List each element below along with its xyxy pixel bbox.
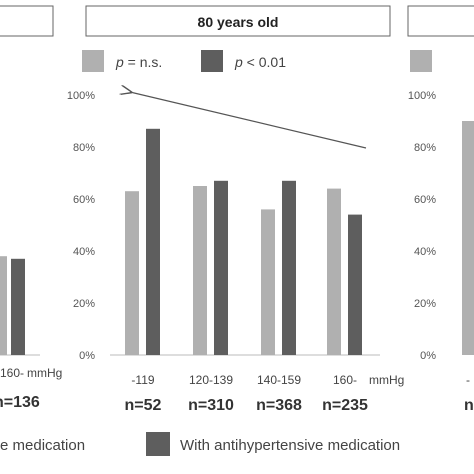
left-unit-label: mmHg [27, 366, 62, 380]
right-y-tick-label: 60% [414, 194, 436, 206]
y-tick-label: 80% [73, 142, 95, 154]
bottom-legend-swatch-with [146, 432, 170, 456]
bar-p-001 [146, 128, 160, 355]
bar-p-ns [193, 186, 207, 355]
x-tick-label: 140-159 [257, 373, 301, 387]
left-n-label: n=136 [0, 394, 40, 411]
bar-p-001 [348, 214, 362, 355]
legend-swatch-ns [82, 50, 104, 72]
n-label: n=310 [188, 397, 234, 414]
left-bar-with [11, 258, 25, 355]
right-title-box [407, 5, 474, 37]
bottom-legend-with-label: With antihypertensive medication [180, 437, 400, 454]
bar-p-ns [125, 191, 139, 355]
x-unit-label: mmHg [369, 373, 404, 387]
x-tick-label: -119 [131, 373, 154, 387]
bottom-legend-without-fragment: e medication [0, 437, 85, 454]
right-y-tick-label: 20% [414, 298, 436, 310]
bar-p-ns [261, 209, 275, 355]
x-tick-label: 160- [333, 373, 357, 387]
y-tick-label: 100% [67, 90, 95, 102]
y-tick-label: 0% [79, 350, 95, 362]
legend-swatch-p001 [201, 50, 223, 72]
bar-p-ns [327, 188, 341, 355]
x-tick-label: 120-139 [189, 373, 233, 387]
bar-p-001 [282, 180, 296, 355]
center-title: 80 years old [198, 14, 279, 30]
legend-label-p001: p < 0.01 [234, 54, 286, 70]
left-title-box [0, 5, 54, 37]
right-legend-swatch [410, 50, 432, 72]
legend-label-ns: p = n.s. [115, 54, 162, 70]
right-y-tick-label: 100% [408, 90, 436, 102]
left-bar-without [0, 256, 7, 355]
right-y-tick-label: 80% [414, 142, 436, 154]
annotation-arrow [130, 92, 367, 149]
right-y-tick-label: 40% [414, 246, 436, 258]
n-label: n=235 [322, 397, 368, 414]
y-tick-label: 20% [73, 298, 95, 310]
right-category-fragment: - [466, 373, 470, 387]
right-bar [462, 121, 474, 355]
n-label: n=368 [256, 397, 302, 414]
left-category-label: 160- [0, 366, 24, 380]
right-n-fragment: n [464, 397, 474, 414]
right-y-tick-label: 0% [420, 350, 436, 362]
y-tick-label: 40% [73, 246, 95, 258]
n-label: n=52 [125, 397, 162, 414]
center-title-box [85, 5, 391, 37]
bar-p-001 [214, 180, 228, 355]
y-tick-label: 60% [73, 194, 95, 206]
